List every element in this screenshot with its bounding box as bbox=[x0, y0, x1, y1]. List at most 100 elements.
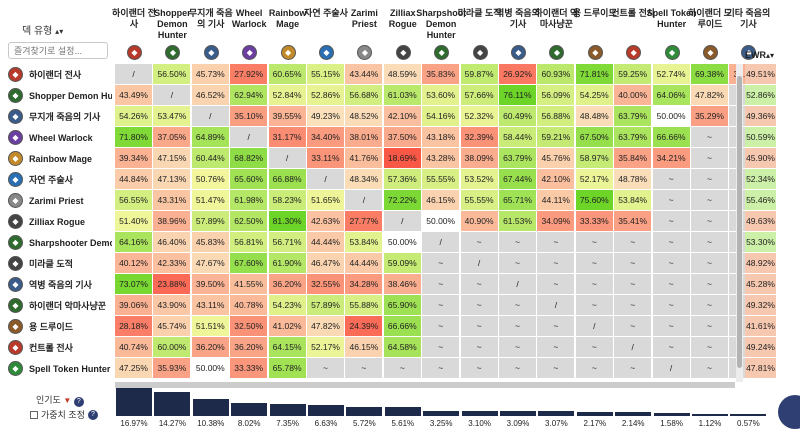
matchup-cell[interactable]: 55.55% bbox=[460, 190, 498, 210]
matchup-cell[interactable]: 32.50% bbox=[230, 316, 268, 336]
matchup-cell[interactable]: 33.11% bbox=[307, 148, 344, 168]
matchup-cell[interactable]: 62.50% bbox=[230, 211, 268, 231]
matchup-cell[interactable]: 27.77% bbox=[345, 211, 383, 231]
matchup-cell[interactable]: 37.05% bbox=[153, 127, 191, 147]
matchup-cell[interactable]: 42.10% bbox=[383, 106, 421, 126]
matchup-cell[interactable]: 75.60% bbox=[575, 190, 613, 210]
matchup-cell[interactable]: 27.92% bbox=[230, 64, 268, 84]
matchup-cell[interactable]: 65.90% bbox=[383, 295, 421, 315]
matchup-cell[interactable]: 62.94% bbox=[230, 85, 268, 105]
matchup-cell[interactable]: 60.49% bbox=[499, 106, 536, 126]
matchup-cell[interactable]: 67.60% bbox=[230, 253, 268, 273]
row-header[interactable]: ◆ Wheel Warlock bbox=[8, 127, 112, 148]
matchup-cell[interactable]: 43.31% bbox=[153, 190, 191, 210]
matchup-cell[interactable]: ~ bbox=[537, 337, 575, 357]
matchup-cell[interactable]: ~ bbox=[537, 232, 575, 252]
matchup-cell[interactable]: ~ bbox=[460, 232, 498, 252]
matchup-cell[interactable]: 47.15% bbox=[153, 148, 191, 168]
matchup-cell[interactable]: 56.68% bbox=[345, 85, 383, 105]
matchup-cell[interactable]: / bbox=[345, 190, 383, 210]
column-header[interactable]: 미라클 도적 ◆ bbox=[458, 4, 502, 64]
column-header[interactable]: Zarimi Priest ◆ bbox=[345, 4, 383, 64]
help-icon[interactable]: ? bbox=[73, 397, 84, 407]
matchup-cell[interactable]: 59.25% bbox=[614, 64, 652, 84]
matchup-cell[interactable]: ~ bbox=[652, 295, 690, 315]
matchup-cell[interactable]: 52.32% bbox=[460, 106, 498, 126]
matchup-cell[interactable]: 67.50% bbox=[575, 127, 613, 147]
matchup-cell[interactable]: 48.34% bbox=[345, 169, 383, 189]
matchup-cell[interactable]: ~ bbox=[422, 274, 460, 294]
matchup-cell[interactable]: 52.74% bbox=[652, 64, 690, 84]
matchup-cell[interactable]: 45.74% bbox=[153, 316, 191, 336]
column-header[interactable]: 무지개 죽음의 기사 ◆ bbox=[189, 4, 233, 64]
matchup-cell[interactable]: 45.76% bbox=[537, 148, 575, 168]
vertical-scrollbar[interactable] bbox=[736, 64, 743, 382]
matchup-cell[interactable]: ~ bbox=[652, 190, 690, 210]
matchup-cell[interactable]: 52.17% bbox=[575, 169, 613, 189]
matchup-cell[interactable]: ~ bbox=[307, 358, 344, 378]
row-header[interactable]: ◆ Sharpshooter Demon Hunter bbox=[8, 232, 112, 253]
matchup-cell[interactable]: 55.15% bbox=[307, 64, 344, 84]
matchup-cell[interactable]: ~ bbox=[691, 274, 728, 294]
matchup-cell[interactable]: 64.58% bbox=[383, 337, 421, 357]
row-header[interactable]: ◆ Rainbow Mage bbox=[8, 148, 112, 169]
matchup-cell[interactable]: 46.15% bbox=[345, 337, 383, 357]
matchup-cell[interactable]: 24.39% bbox=[345, 316, 383, 336]
sort-down-icon[interactable]: ▼ bbox=[63, 396, 72, 405]
matchup-cell[interactable]: 61.53% bbox=[499, 211, 536, 231]
matchup-cell[interactable]: 61.03% bbox=[383, 85, 421, 105]
column-header[interactable]: 기타 죽음의 기사 ◆ bbox=[726, 4, 770, 64]
matchup-cell[interactable]: ~ bbox=[691, 169, 728, 189]
matchup-cell[interactable]: 50.00% bbox=[191, 358, 229, 378]
matchup-cell[interactable]: 32.39% bbox=[460, 127, 498, 147]
matchup-cell[interactable]: 47.67% bbox=[191, 253, 229, 273]
matchup-cell[interactable]: 58.23% bbox=[268, 190, 306, 210]
matchup-cell[interactable]: 43.49% bbox=[115, 85, 152, 105]
matchup-cell[interactable]: 56.55% bbox=[115, 190, 152, 210]
matchup-cell[interactable]: ~ bbox=[345, 358, 383, 378]
floating-help-button[interactable] bbox=[778, 395, 800, 429]
matchup-cell[interactable]: 44.11% bbox=[537, 190, 575, 210]
matchup-cell[interactable]: 42.33% bbox=[153, 253, 191, 273]
column-header[interactable]: 하이랜더 전사 ◆ bbox=[112, 4, 156, 64]
matchup-cell[interactable]: 36.20% bbox=[268, 274, 306, 294]
column-header[interactable]: Spell Token Hunter ◆ bbox=[647, 4, 697, 64]
matchup-cell[interactable]: 55.88% bbox=[345, 295, 383, 315]
matchup-cell[interactable]: 66.88% bbox=[268, 169, 306, 189]
matchup-cell[interactable]: 34.09% bbox=[537, 211, 575, 231]
matchup-cell[interactable]: ~ bbox=[614, 358, 652, 378]
matchup-cell[interactable]: 46.40% bbox=[153, 232, 191, 252]
matchup-cell[interactable]: 35.29% bbox=[691, 106, 728, 126]
matchup-cell[interactable]: 51.65% bbox=[307, 190, 344, 210]
matchup-cell[interactable]: ~ bbox=[652, 316, 690, 336]
matchup-cell[interactable]: 60.44% bbox=[191, 148, 229, 168]
matchup-cell[interactable]: 56.09% bbox=[537, 85, 575, 105]
row-header[interactable]: ◆ 역병 죽음의 기사 bbox=[8, 274, 112, 295]
matchup-cell[interactable]: 52.84% bbox=[268, 85, 306, 105]
column-header[interactable]: Sharpshooter Demon Hunter ◆ bbox=[416, 4, 466, 64]
matchup-cell[interactable]: 38.96% bbox=[153, 211, 191, 231]
matchup-cell[interactable]: 72.22% bbox=[383, 190, 421, 210]
matchup-cell[interactable]: 51.40% bbox=[115, 211, 152, 231]
matchup-cell[interactable]: / bbox=[307, 169, 344, 189]
matchup-cell[interactable]: 44.44% bbox=[307, 232, 344, 252]
matchup-cell[interactable]: 43.44% bbox=[345, 64, 383, 84]
row-header[interactable]: ◆ 자연 주술사 bbox=[8, 169, 112, 190]
column-header[interactable]: 역병 죽음의 기사 ◆ bbox=[496, 4, 540, 64]
matchup-cell[interactable]: 47.82% bbox=[691, 85, 728, 105]
deck-type-sort-header[interactable]: 덱 유형 ▴▾ bbox=[22, 22, 63, 37]
column-header[interactable]: 자연 주술사 ◆ bbox=[304, 4, 348, 64]
matchup-cell[interactable]: 31.17% bbox=[268, 127, 306, 147]
matchup-cell[interactable]: 34.21% bbox=[652, 148, 690, 168]
matchup-cell[interactable]: 23.88% bbox=[153, 274, 191, 294]
matchup-cell[interactable]: 42.10% bbox=[537, 169, 575, 189]
matchup-cell[interactable]: / bbox=[191, 106, 229, 126]
matchup-cell[interactable]: 59.21% bbox=[537, 127, 575, 147]
matchup-cell[interactable]: 34.40% bbox=[307, 127, 344, 147]
matchup-cell[interactable]: 71.81% bbox=[575, 64, 613, 84]
matchup-cell[interactable]: 46.47% bbox=[307, 253, 344, 273]
matchup-cell[interactable]: 28.18% bbox=[115, 316, 152, 336]
matchup-cell[interactable]: 52.86% bbox=[307, 85, 344, 105]
matchup-cell[interactable]: 35.41% bbox=[614, 211, 652, 231]
matchup-cell[interactable]: 66.66% bbox=[383, 316, 421, 336]
